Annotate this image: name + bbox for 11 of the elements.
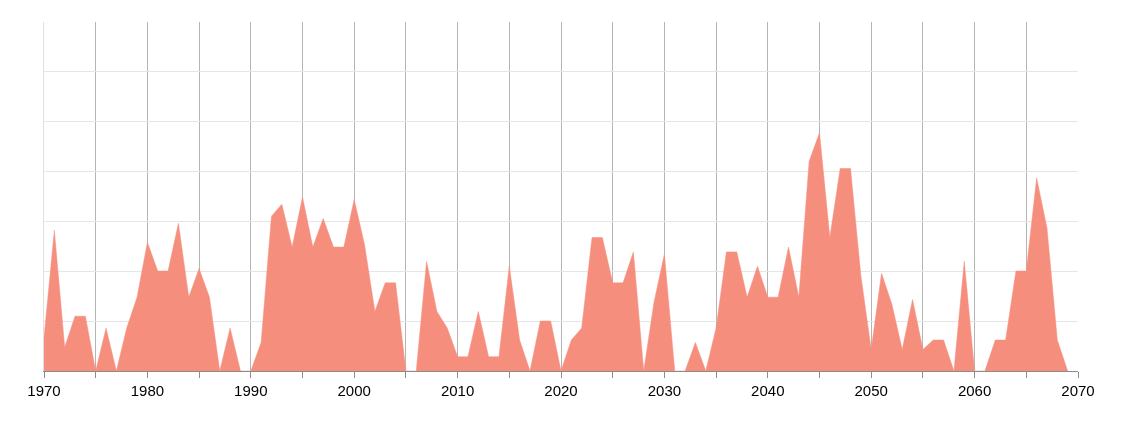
x-tick-label: 1980	[130, 382, 165, 399]
x-tick-label: 2010	[440, 382, 475, 399]
x-tick-label: 2050	[854, 382, 888, 399]
x-tick-label: 2060	[957, 382, 992, 399]
x-tick-label: 1970	[27, 382, 61, 399]
x-tick-label: 2070	[1061, 382, 1095, 399]
x-tick-label: 2030	[647, 382, 682, 399]
x-tick-label: 2020	[544, 382, 578, 399]
x-tick-label: 1990	[234, 382, 268, 399]
x-tick-label: 2000	[337, 382, 371, 399]
x-tick-label: 2040	[751, 382, 785, 399]
